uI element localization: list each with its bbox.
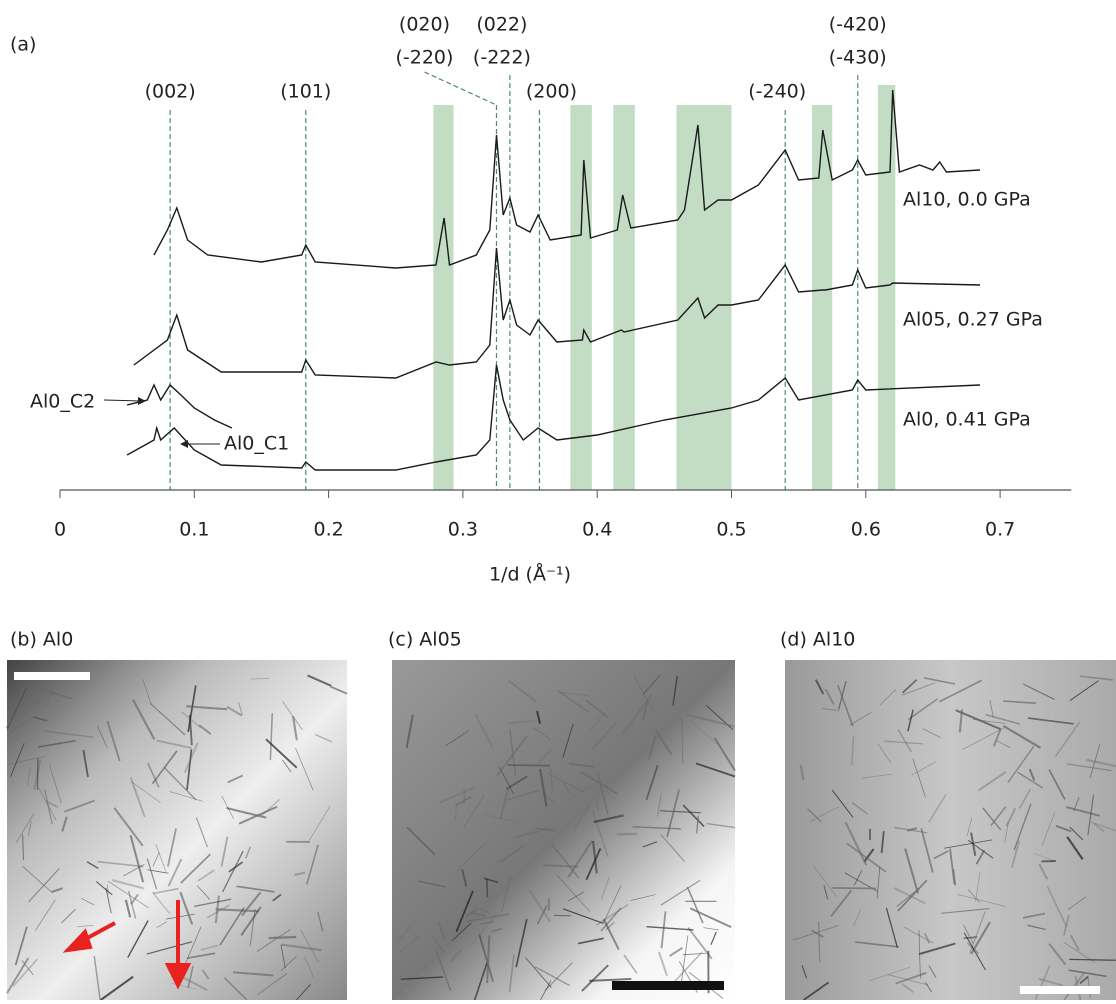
arrowhead	[138, 397, 146, 405]
fiber	[269, 937, 297, 938]
series-label: Al0, 0.41 GPa	[903, 409, 1031, 431]
reflection-label: (002)	[145, 81, 196, 103]
reflection-label: (200)	[526, 81, 577, 103]
highlight-band	[570, 105, 591, 490]
highlight-band	[613, 105, 634, 490]
micrographs	[7, 660, 1116, 1000]
arrow	[104, 400, 140, 401]
series-label: Al10, 0.0 GPa	[903, 189, 1031, 211]
highlight-band	[676, 105, 731, 490]
arrowhead	[180, 440, 188, 448]
reflection-label: (-220)	[395, 47, 453, 69]
leader-line	[424, 72, 496, 105]
scale-bar	[612, 981, 724, 990]
series-label: Al0_C2	[30, 391, 95, 413]
x-tick-label: 0.3	[448, 519, 478, 541]
reflection-label: (101)	[280, 81, 331, 103]
highlight-band	[433, 105, 453, 490]
fiber	[617, 834, 637, 835]
series-label: Al05, 0.27 GPa	[903, 309, 1043, 331]
x-tick-label: 0	[54, 519, 66, 541]
reflection-label: (-240)	[748, 81, 806, 103]
x-tick-label: 0.5	[716, 519, 746, 541]
reflection-label: (022)	[476, 14, 527, 36]
pattern-line	[154, 90, 980, 268]
fiber	[487, 879, 488, 898]
annotation: Al0_C1	[224, 433, 289, 455]
panel-label: (d) Al10	[780, 629, 855, 651]
panel-label: (b) Al0	[10, 629, 73, 651]
scale-bar	[1020, 986, 1100, 994]
reflection-label: (-222)	[473, 47, 531, 69]
micrograph-c	[392, 660, 735, 1000]
pattern-line	[134, 248, 980, 378]
x-tick-label: 0.6	[851, 519, 881, 541]
highlight-band	[878, 85, 895, 490]
x-tick-label: 0.1	[179, 519, 209, 541]
x-tick-label: 0.4	[582, 519, 612, 541]
panel-label: (a)	[10, 34, 36, 56]
fiber	[832, 888, 876, 889]
pattern-line	[127, 385, 232, 428]
reflection-label: (-430)	[829, 47, 887, 69]
figure: (a) (002) (101) (020) (-220) (022) (-222) (200…	[0, 0, 1116, 1000]
reflection-label: (-420)	[829, 14, 887, 36]
scale-bar	[14, 672, 90, 680]
panel-label: (c) Al05	[388, 629, 462, 651]
fiber	[682, 719, 683, 763]
x-axis-label: 1/d (Å⁻¹)	[489, 563, 571, 586]
x-tick-label: 0.2	[313, 519, 343, 541]
fiber	[507, 765, 550, 766]
x-tick-label: 0.7	[985, 519, 1015, 541]
reflection-label: (020)	[399, 14, 450, 36]
